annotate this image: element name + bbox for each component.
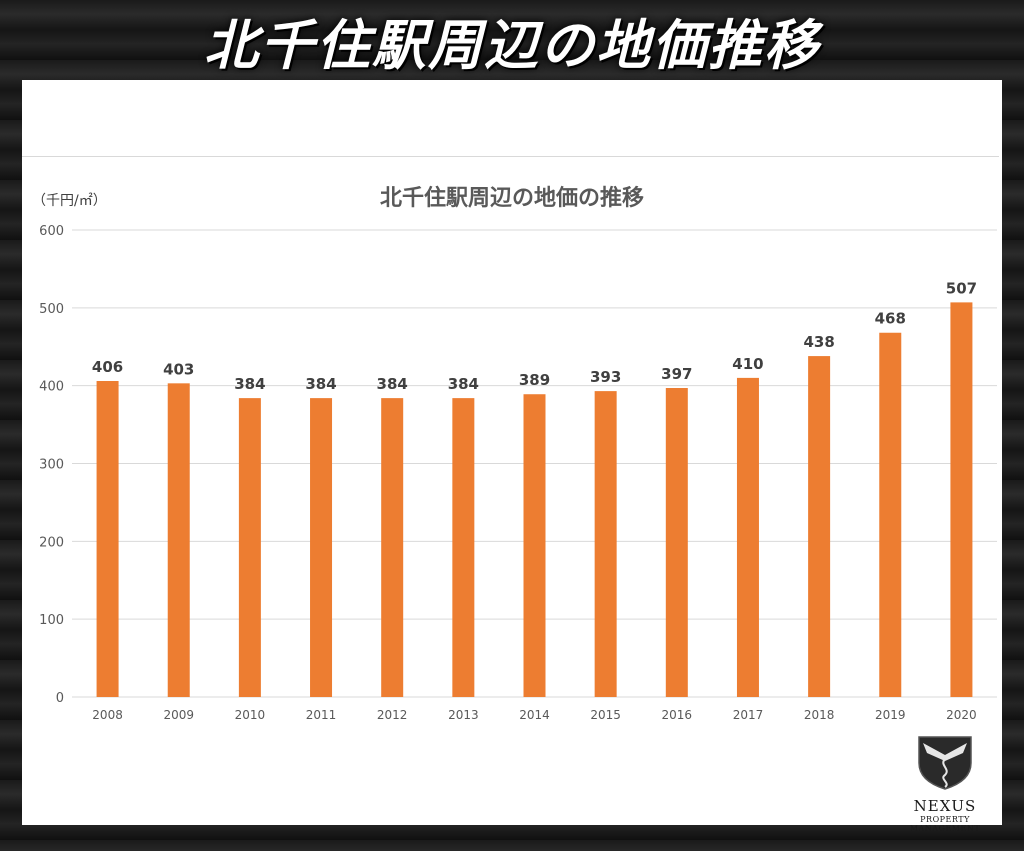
- data-label: 384: [448, 375, 479, 393]
- y-tick-label: 0: [56, 691, 64, 706]
- bar: [381, 398, 404, 697]
- y-tick-label: 600: [39, 224, 64, 239]
- data-label: 389: [519, 371, 550, 389]
- brand-name: NEXUS: [913, 797, 977, 815]
- y-tick-label: 400: [39, 380, 64, 395]
- divider: [22, 156, 999, 157]
- chart-panel: （千円/㎡） 北千住駅周辺の地価の推移 0 100 200 300 400 500 600 4…: [22, 80, 1002, 833]
- bar: [238, 398, 261, 697]
- bar: [879, 332, 902, 697]
- x-tick-label: 2010: [235, 708, 266, 722]
- bar: [665, 388, 688, 697]
- x-tick-label: 2013: [448, 708, 479, 722]
- bar: [594, 391, 617, 697]
- data-label: 438: [803, 333, 834, 351]
- bar: [452, 398, 475, 697]
- chart-title: 北千住駅周辺の地価の推移: [379, 186, 644, 211]
- data-label: 403: [163, 360, 194, 378]
- x-tick-label: 2018: [804, 708, 835, 722]
- data-label: 406: [92, 358, 123, 376]
- bar: [310, 398, 333, 697]
- bar: [167, 383, 190, 697]
- data-label: 507: [946, 279, 977, 297]
- bar: [736, 377, 759, 697]
- y-axis-unit-label: （千円/㎡）: [32, 193, 107, 209]
- x-tick-label: 2016: [662, 708, 693, 722]
- y-tick-label: 300: [39, 458, 64, 473]
- y-tick-label: 200: [39, 535, 64, 550]
- y-tick-label: 100: [39, 613, 64, 628]
- data-label: 384: [377, 375, 408, 393]
- data-label: 468: [875, 310, 906, 328]
- nexus-logo: NEXUS PROPERTY MANAGEMENT: [890, 733, 1000, 833]
- brand-subtitle: PROPERTY MANAGEMENT: [909, 815, 981, 833]
- x-tick-label: 2015: [590, 708, 621, 722]
- bar: [523, 394, 546, 697]
- data-label: 410: [732, 355, 763, 373]
- x-tick-label: 2014: [519, 708, 550, 722]
- data-label: 384: [305, 375, 336, 393]
- x-tick-label: 2019: [875, 708, 906, 722]
- x-tick-label: 2008: [92, 708, 123, 722]
- x-tick-label: 2011: [306, 708, 337, 722]
- bar-chart: 0 100 200 300 400 500 600 406 2008 403 2009 384 2010…: [39, 224, 997, 722]
- bar: [808, 356, 831, 697]
- x-tick-label: 2012: [377, 708, 408, 722]
- data-label: 384: [234, 375, 265, 393]
- bar: [950, 302, 973, 697]
- y-tick-label: 500: [39, 302, 64, 317]
- banner-title: 北千住駅周辺の地価推移: [204, 12, 820, 77]
- x-tick-label: 2009: [163, 708, 194, 722]
- shield-emblem-icon: [918, 736, 972, 790]
- data-label: 397: [661, 365, 692, 383]
- x-tick-label: 2017: [733, 708, 764, 722]
- bar: [96, 380, 119, 697]
- x-tick-label: 2020: [946, 708, 977, 722]
- data-label: 393: [590, 368, 621, 386]
